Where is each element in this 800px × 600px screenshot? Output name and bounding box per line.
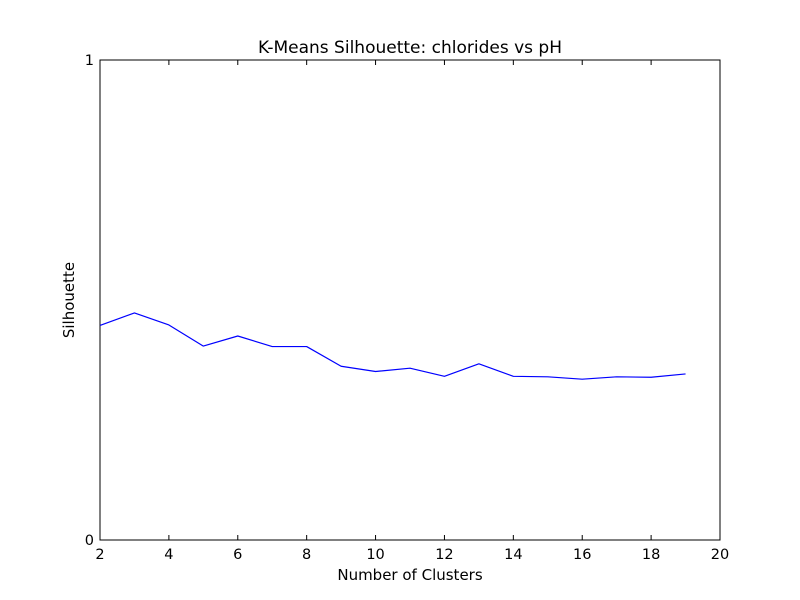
y-axis-label: Silhouette <box>60 262 78 338</box>
series-line <box>99 312 686 380</box>
x-axis-label: Number of Clusters <box>337 566 482 584</box>
x-tick-label: 14 <box>504 547 522 563</box>
x-tick-label: 10 <box>366 547 384 563</box>
plot-frame <box>99 59 721 541</box>
x-tick-label: 20 <box>711 547 729 563</box>
x-tick-label: 2 <box>95 547 104 563</box>
y-tick-label: 0 <box>85 533 94 549</box>
x-tick-label: 8 <box>302 547 311 563</box>
x-tick-label: 18 <box>642 547 660 563</box>
x-tick-label: 16 <box>573 547 591 563</box>
x-tick-label: 12 <box>435 547 453 563</box>
x-tick-label: 4 <box>164 547 173 563</box>
chart-title: K-Means Silhouette: chlorides vs pH <box>258 38 562 58</box>
y-tick-label: 1 <box>85 53 94 69</box>
x-tick-label: 6 <box>233 547 242 563</box>
plot-area: 2 4 6 8 10 12 14 16 18 20 0 1 <box>85 53 729 563</box>
